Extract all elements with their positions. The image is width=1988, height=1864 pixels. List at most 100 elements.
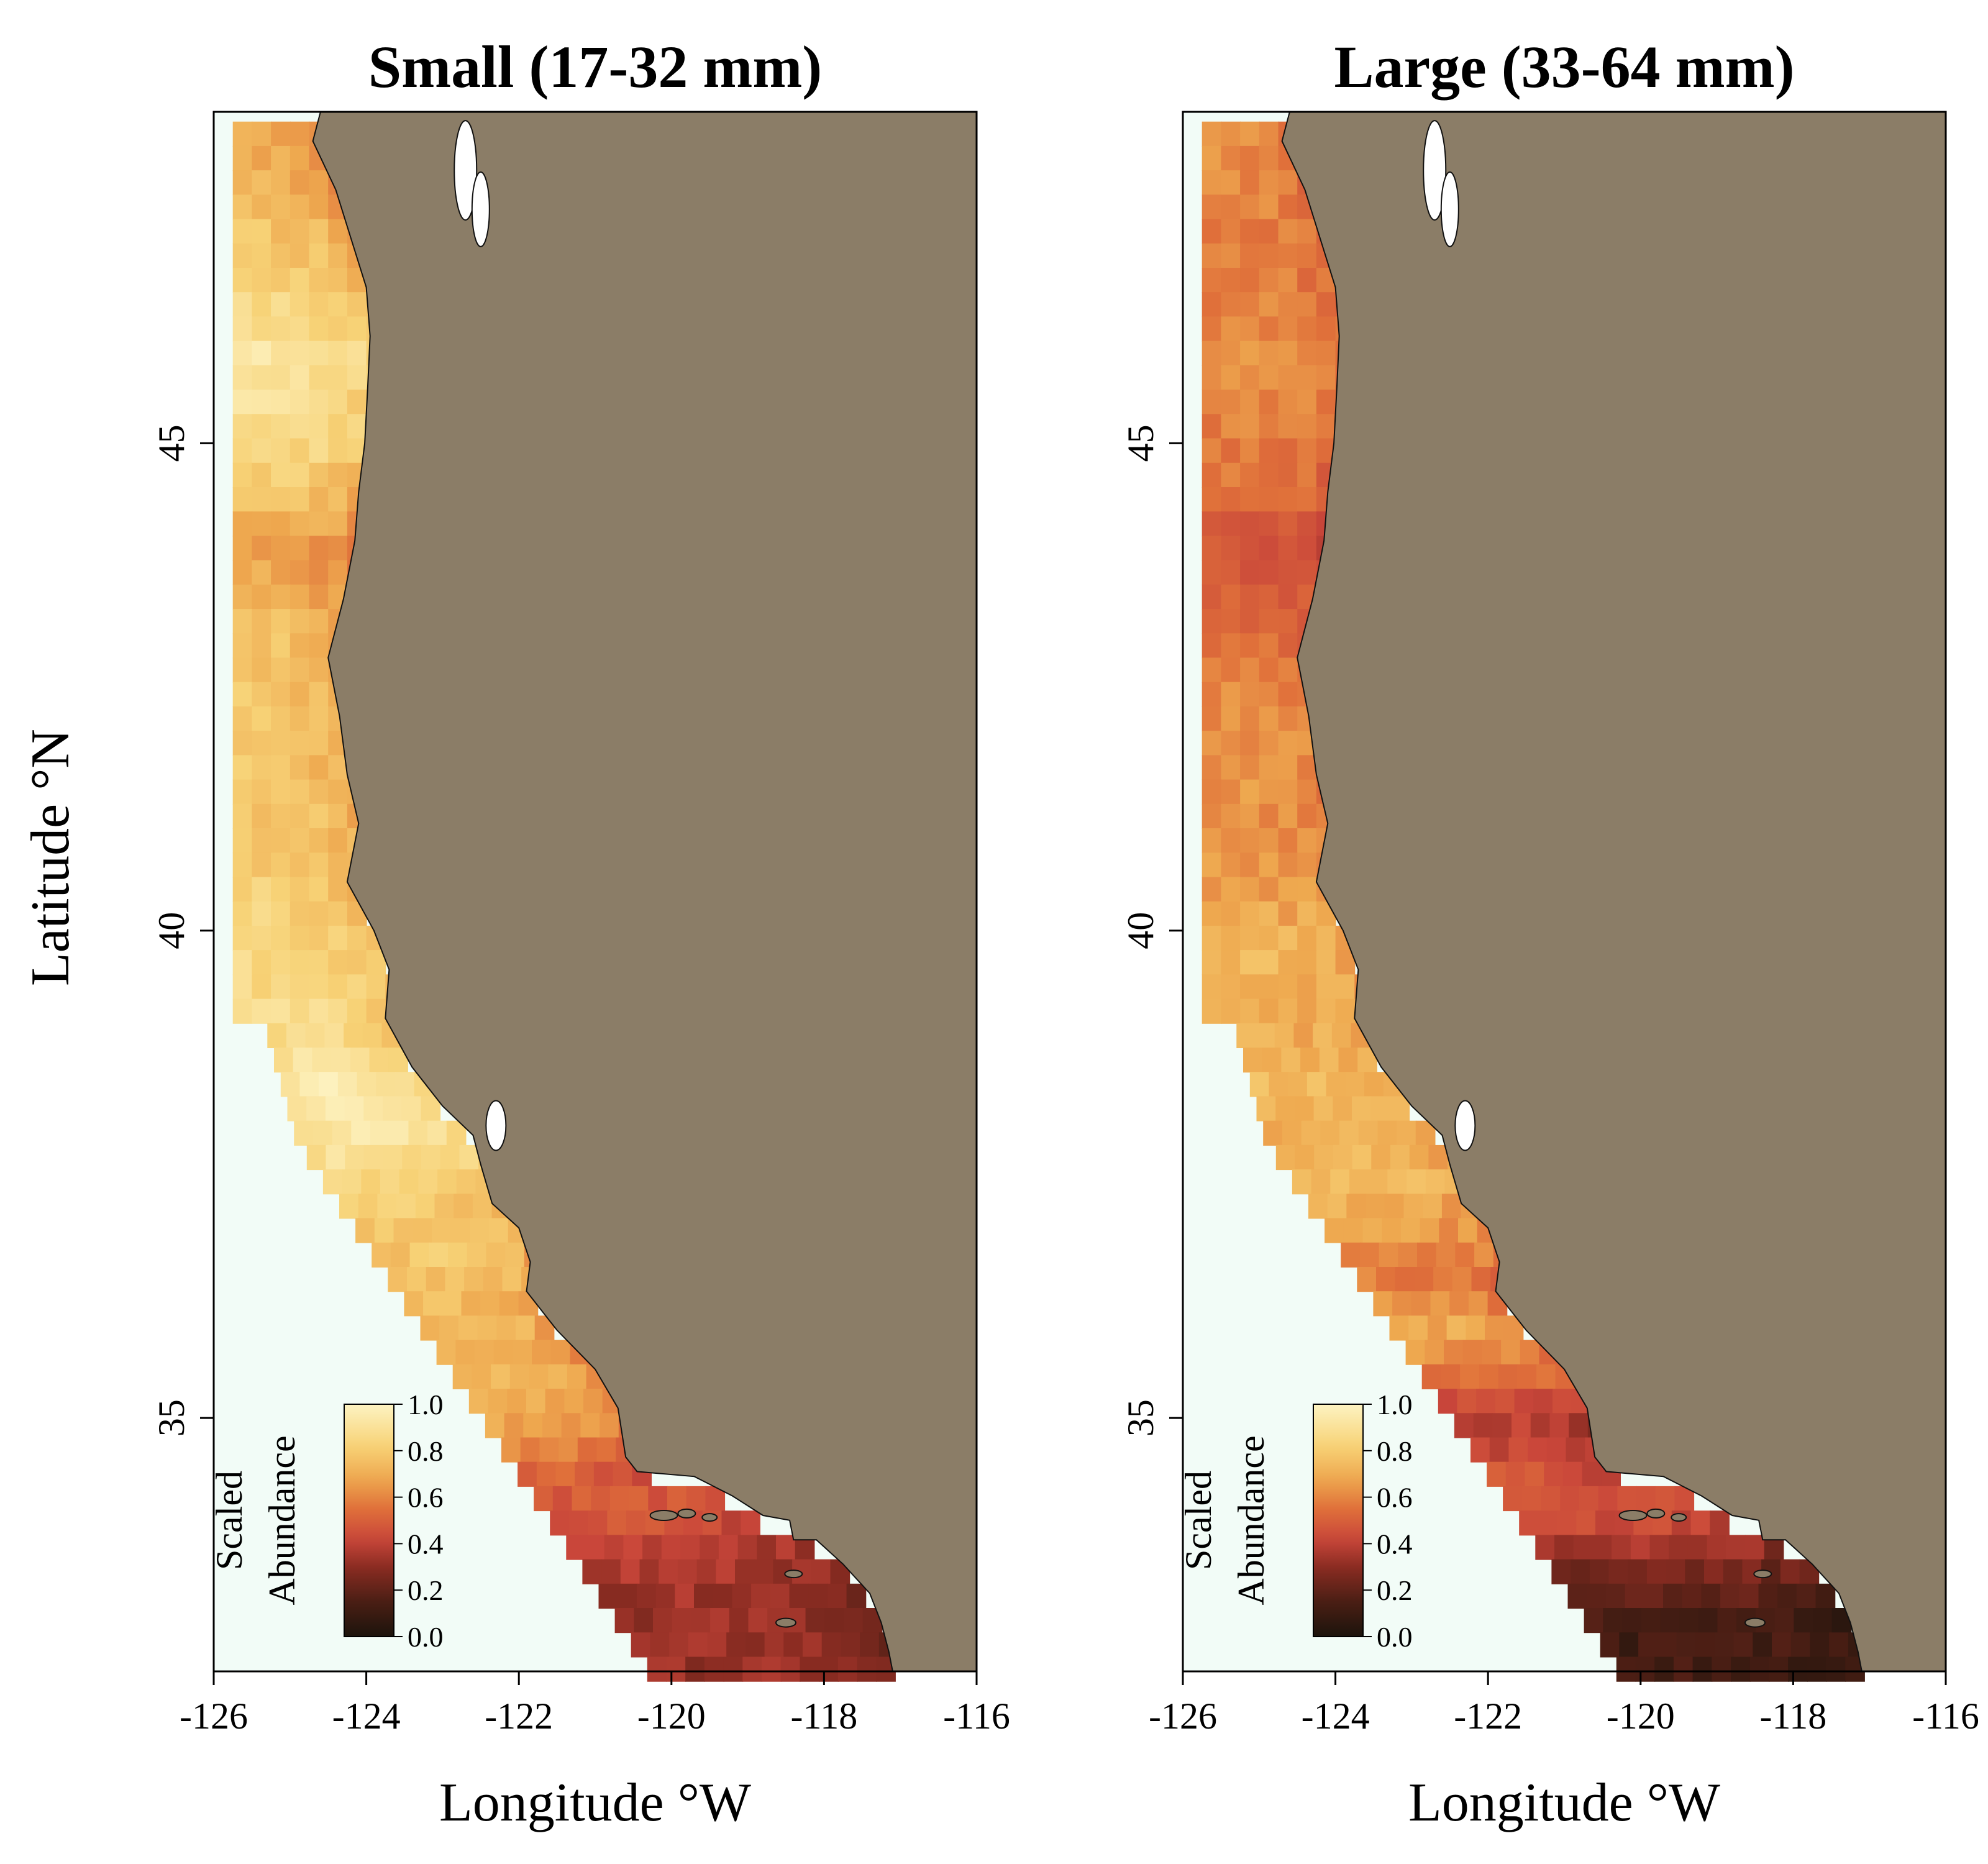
abundance-cell — [1544, 1461, 1564, 1487]
abundance-cell — [271, 731, 291, 756]
abundance-cell — [232, 828, 253, 854]
abundance-cell — [1259, 170, 1279, 196]
abundance-cell — [309, 828, 329, 854]
abundance-cell — [1425, 1340, 1444, 1365]
abundance-cell — [232, 462, 253, 488]
abundance-cell — [1259, 731, 1279, 756]
abundance-cell — [345, 1144, 365, 1171]
abundance-cell — [1492, 1413, 1512, 1438]
abundance-cell — [1221, 243, 1241, 268]
abundance-cell — [232, 609, 253, 634]
abundance-cell — [631, 1632, 651, 1658]
abundance-cell — [1622, 1608, 1642, 1633]
abundance-cell — [309, 462, 329, 488]
abundance-cell — [539, 1437, 560, 1463]
abundance-cell — [328, 365, 348, 391]
abundance-cell — [1657, 1632, 1677, 1658]
abundance-cell — [575, 1461, 595, 1487]
abundance-cell — [267, 1023, 287, 1048]
abundance-cell — [252, 657, 272, 683]
abundance-cell — [629, 1486, 649, 1512]
abundance-cell — [1584, 1608, 1604, 1633]
abundance-cell — [513, 1340, 533, 1365]
abundance-cell — [1201, 998, 1222, 1024]
y-tick-label: 35 — [151, 1399, 192, 1437]
abundance-cell — [572, 1486, 592, 1512]
abundance-cell — [1201, 950, 1222, 975]
abundance-cell — [252, 828, 272, 854]
abundance-cell — [309, 268, 329, 293]
abundance-cell — [1371, 1144, 1391, 1171]
abundance-cell — [309, 487, 329, 513]
y-tick-label: 35 — [1120, 1399, 1161, 1437]
abundance-cell — [1739, 1583, 1759, 1609]
abundance-cell — [1438, 1389, 1458, 1414]
abundance-cell — [413, 1218, 432, 1243]
island — [1646, 1508, 1666, 1519]
abundance-cell — [1259, 316, 1279, 342]
abundance-cell — [1221, 560, 1241, 585]
abundance-cell — [439, 1315, 459, 1341]
abundance-cell — [1278, 340, 1298, 366]
abundance-cell — [1569, 1413, 1589, 1438]
abundance-cell — [1538, 1510, 1558, 1536]
abundance-cell — [1508, 1437, 1529, 1463]
abundance-cell — [271, 487, 291, 513]
abundance-cell — [271, 560, 291, 585]
abundance-cell — [1316, 998, 1336, 1024]
abundance-cell — [290, 609, 310, 634]
abundance-cell — [252, 340, 272, 366]
abundance-cell — [1551, 1559, 1572, 1584]
abundance-cell — [1297, 487, 1317, 513]
abundance-cell — [1297, 365, 1317, 391]
abundance-cell — [290, 925, 310, 951]
abundance-cell — [252, 609, 272, 634]
island — [784, 1569, 803, 1579]
abundance-cell — [1297, 877, 1317, 902]
abundance-cell — [271, 803, 291, 829]
abundance-cell — [309, 877, 329, 902]
abundance-cell — [309, 755, 329, 780]
abundance-cell — [271, 340, 291, 366]
abundance-cell — [1316, 414, 1336, 439]
abundance-cell — [1221, 974, 1241, 1000]
abundance-cell — [1409, 1144, 1429, 1171]
abundance-cell — [499, 1291, 519, 1317]
abundance-cell — [322, 1169, 343, 1195]
abundance-cell — [305, 1023, 326, 1048]
abundance-cell — [328, 974, 348, 1000]
abundance-cell — [1436, 1242, 1456, 1268]
inland-water — [471, 171, 490, 247]
abundance-cell — [351, 1120, 371, 1146]
abundance-cell — [1278, 414, 1298, 439]
abundance-cell — [1411, 1291, 1431, 1317]
abundance-cell — [252, 292, 272, 318]
abundance-cell — [1395, 1267, 1415, 1292]
abundance-cell — [252, 584, 272, 610]
abundance-cell — [290, 852, 310, 878]
channel-islands — [454, 120, 803, 1628]
abundance-cell — [362, 1023, 383, 1048]
abundance-cell — [1221, 365, 1241, 391]
abundance-cell — [1201, 974, 1222, 1000]
abundance-cell — [1297, 268, 1317, 293]
abundance-cell — [319, 1072, 339, 1097]
abundance-cell — [1698, 1608, 1718, 1633]
abundance-cell — [271, 414, 291, 439]
abundance-cell — [1278, 852, 1298, 878]
abundance-cell — [732, 1583, 752, 1609]
abundance-cell — [1259, 462, 1279, 488]
legend-tick-label: 1.0 — [1377, 1389, 1413, 1420]
abundance-cell — [1587, 1583, 1607, 1609]
abundance-cell — [290, 633, 310, 659]
abundance-cell — [370, 1120, 390, 1146]
abundance-cell — [399, 1169, 419, 1195]
abundance-cell — [607, 1510, 627, 1536]
abundance-cell — [271, 584, 291, 610]
abundance-cell — [1592, 1535, 1613, 1560]
abundance-cell — [309, 584, 329, 610]
abundance-cell — [232, 998, 253, 1024]
abundance-cell — [1774, 1608, 1795, 1633]
island — [701, 1513, 718, 1522]
abundance-cell — [271, 243, 291, 268]
